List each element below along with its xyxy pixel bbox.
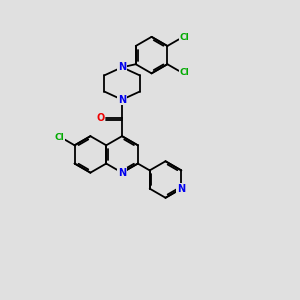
Text: N: N bbox=[118, 168, 126, 178]
Text: N: N bbox=[177, 184, 185, 194]
Text: N: N bbox=[118, 94, 126, 105]
Text: Cl: Cl bbox=[180, 68, 189, 77]
Text: Cl: Cl bbox=[55, 133, 65, 142]
Text: N: N bbox=[118, 62, 126, 72]
Text: O: O bbox=[96, 113, 105, 123]
Text: Cl: Cl bbox=[180, 33, 189, 42]
